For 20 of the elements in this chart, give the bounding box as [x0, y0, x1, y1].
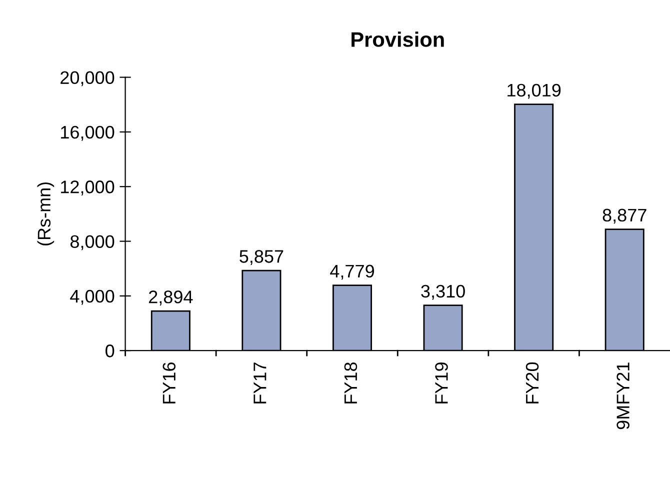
y-tick-label: 4,000 [70, 290, 114, 305]
data-label: 5,857 [240, 250, 284, 265]
x-tick-label: FY20 [526, 362, 539, 404]
y-axis-title: (Rs-mn) [37, 182, 54, 246]
y-tick-label: 20,000 [60, 71, 114, 86]
y-tick-label: 0 [106, 344, 114, 358]
chart-title: Provision [352, 32, 444, 47]
x-tick-label: 9MFY21 [616, 362, 630, 430]
x-tick-label: FY17 [254, 362, 266, 404]
y-tick-label: 8,000 [70, 235, 114, 250]
data-label: 2,894 [149, 290, 193, 306]
x-tick-label: FY19 [435, 362, 448, 404]
y-tick-label: 12,000 [61, 180, 114, 196]
data-label: 18,019 [508, 84, 561, 99]
y-tick-label: 16,000 [61, 126, 114, 141]
x-tick-label: FY18 [344, 362, 358, 404]
data-label: 4,779 [330, 264, 374, 280]
data-label: 8,877 [602, 208, 646, 224]
x-tick-label: FY16 [162, 362, 176, 404]
data-label: 3,310 [421, 284, 465, 300]
